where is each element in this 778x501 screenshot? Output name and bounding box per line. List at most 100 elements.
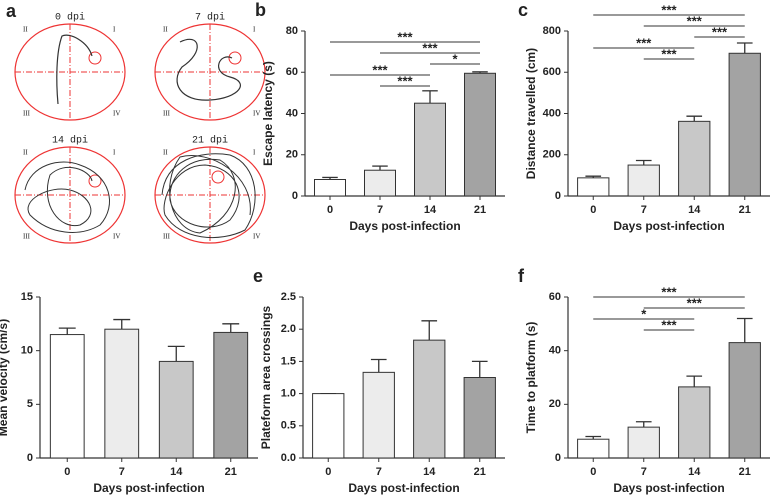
y-tick-label: 0.0 — [281, 452, 296, 464]
quadrant-label: I — [113, 149, 116, 157]
x-tick-label: 7 — [377, 204, 383, 216]
y-axis-title: Distance travelled (cm) — [524, 48, 538, 179]
panel-label: e — [253, 266, 263, 286]
chart-panel: e 0.0 0.5 1.0 1.5 2.0 2.5 0 7 14 21 Days post-infec… — [253, 266, 505, 495]
panel-label: f — [518, 266, 525, 286]
x-tick-label: 0 — [64, 466, 70, 478]
bar — [728, 52, 761, 197]
significance-label: *** — [661, 46, 677, 61]
quadrant-label: I — [253, 26, 256, 34]
bar — [463, 377, 496, 459]
significance-label: *** — [372, 62, 388, 77]
x-axis-title: Days post-infection — [613, 219, 724, 233]
y-tick-label: 0 — [555, 190, 561, 202]
significance-label: *** — [397, 29, 413, 44]
x-tick-label: 0 — [327, 204, 333, 216]
bar — [577, 177, 610, 197]
y-tick-label: 20 — [286, 149, 298, 161]
quadrant-label: IV — [253, 110, 260, 118]
x-tick-label: 21 — [474, 466, 486, 478]
y-tick-label: 1.5 — [281, 355, 296, 367]
x-tick-label: 14 — [688, 466, 701, 478]
y-tick-label: 2.0 — [281, 323, 296, 335]
x-tick-label: 21 — [739, 466, 751, 478]
x-axis-title: Days post-infection — [349, 219, 460, 233]
x-tick-label: 21 — [225, 466, 237, 478]
significance-label: *** — [712, 24, 728, 39]
x-tick-label: 14 — [424, 204, 437, 216]
x-tick-label: 21 — [739, 204, 751, 216]
significance-label: *** — [661, 2, 677, 17]
y-tick-label: 10 — [21, 345, 33, 357]
x-tick-label: 0 — [325, 466, 331, 478]
y-tick-label: 600 — [543, 66, 561, 78]
y-tick-label: 20 — [549, 398, 561, 410]
arena-title: 14 dpi — [52, 135, 88, 147]
y-tick-label: 60 — [286, 66, 298, 78]
quadrant-label: IV — [113, 233, 120, 241]
bar — [49, 334, 85, 459]
x-tick-label: 14 — [423, 466, 436, 478]
y-axis-title: Escape latency (s) — [261, 61, 275, 166]
bar — [104, 328, 140, 459]
bar — [728, 342, 761, 459]
panel-label: a — [6, 1, 17, 21]
y-tick-label: 1.0 — [281, 388, 296, 400]
x-tick-label: 7 — [376, 466, 382, 478]
significance-label: *** — [636, 35, 652, 50]
panel-label: c — [518, 0, 528, 20]
y-tick-label: 80 — [286, 25, 298, 37]
track-arena — [154, 146, 266, 244]
quadrant-label: III — [163, 233, 171, 241]
quadrant-label: II — [163, 26, 168, 34]
x-tick-label: 7 — [641, 466, 647, 478]
significance-label: *** — [687, 13, 703, 28]
x-tick-label: 0 — [590, 204, 596, 216]
y-tick-label: 0.5 — [281, 420, 296, 432]
quadrant-label: I — [253, 149, 256, 157]
significance-label: *** — [397, 73, 413, 88]
x-tick-label: 21 — [474, 204, 486, 216]
significance-label: *** — [661, 284, 677, 299]
quadrant-label: III — [163, 110, 171, 118]
chart-panel: f 0 20 40 60 0 7 14 21 Days post-infection Time to… — [518, 266, 770, 495]
quadrant-label: IV — [253, 233, 260, 241]
bar — [678, 386, 711, 459]
bar — [627, 164, 660, 197]
bar — [678, 120, 711, 197]
quadrant-label: I — [113, 26, 116, 34]
chart-panel: c 0 200 400 600 800 0 7 14 21 Days post-infection D… — [518, 0, 770, 233]
y-tick-label: 40 — [286, 107, 298, 119]
chart-panel: b 0 20 40 60 80 0 7 14 21 Days post-infection Escap… — [255, 0, 505, 233]
bar — [158, 360, 194, 459]
y-tick-label: 60 — [549, 291, 561, 303]
track-arena — [154, 23, 266, 121]
x-tick-label: 7 — [641, 204, 647, 216]
y-tick-label: 5 — [27, 398, 33, 410]
quadrant-label: II — [163, 149, 168, 157]
y-axis-title: Plateform area crossings — [259, 305, 273, 449]
chart-panel: d 0 5 10 15 0 7 14 21 Days post-infection Mean vel… — [0, 266, 258, 495]
bar — [364, 169, 396, 197]
x-tick-label: 14 — [688, 204, 701, 216]
bar — [413, 339, 446, 459]
quadrant-label: III — [23, 110, 31, 118]
x-axis-title: Days post-infection — [348, 481, 459, 495]
bar — [627, 426, 660, 459]
significance-label: *** — [661, 317, 677, 332]
x-axis-title: Days post-infection — [613, 481, 724, 495]
quadrant-label: III — [23, 233, 31, 241]
bar — [314, 179, 346, 197]
panel-label: b — [255, 0, 266, 20]
track-arena — [14, 23, 126, 121]
significance-label: *** — [422, 40, 438, 55]
arena-title: 0 dpi — [55, 12, 85, 24]
y-tick-label: 0 — [27, 452, 33, 464]
bar — [414, 102, 446, 197]
bar — [577, 438, 610, 459]
track-arena — [14, 146, 126, 244]
arena-title: 21 dpi — [192, 135, 228, 147]
x-axis-title: Days post-infection — [93, 481, 204, 495]
y-tick-label: 200 — [543, 149, 561, 161]
